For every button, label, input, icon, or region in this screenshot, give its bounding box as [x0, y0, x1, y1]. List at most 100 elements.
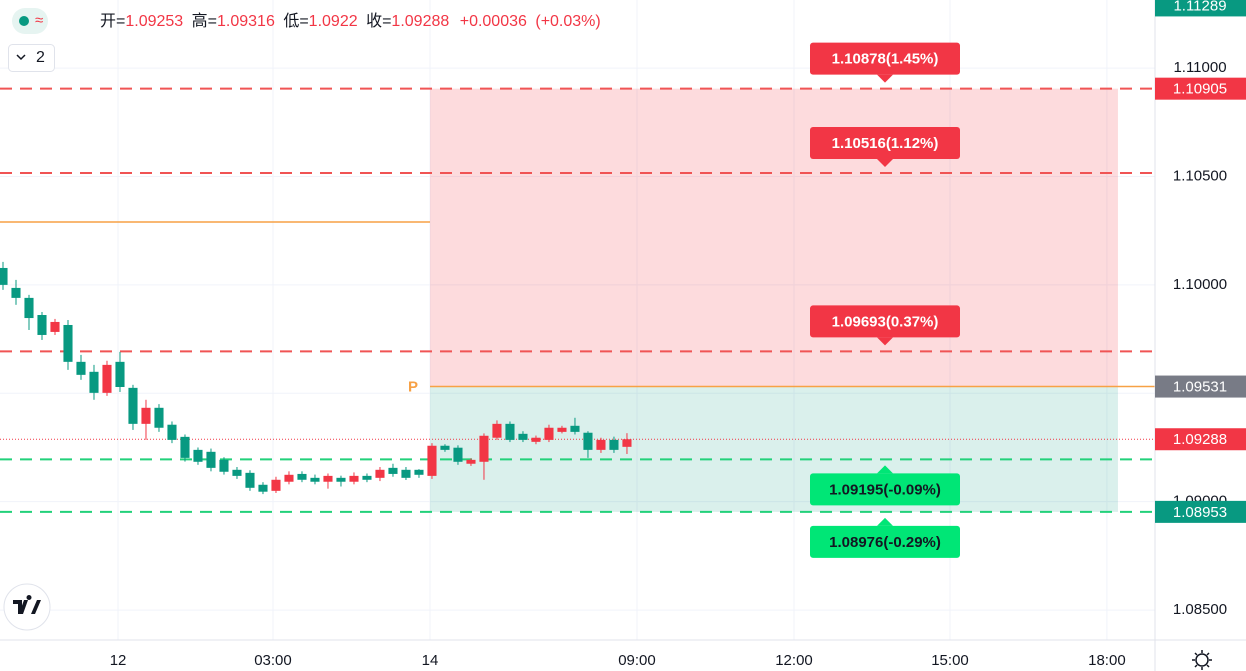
candle-body: [258, 484, 268, 492]
candle-body: [375, 469, 385, 478]
y-tick-label: 1.10500: [1173, 167, 1227, 184]
candle-body: [24, 297, 34, 319]
ohlc-value: 1.09253: [125, 13, 183, 30]
target-arrow: [877, 517, 893, 526]
y-tick-label: 1.08500: [1173, 601, 1227, 618]
price-badge: [1155, 77, 1246, 100]
candle-body: [453, 447, 463, 462]
candle-body: [245, 472, 255, 488]
target-label: 1.10878(1.45%): [810, 42, 960, 83]
target-box: [810, 525, 960, 558]
candle-body: [50, 321, 60, 332]
target-text: 1.10878(1.45%): [832, 51, 939, 68]
ohlc-value: 1.09316: [217, 13, 275, 30]
candle-body: [349, 475, 359, 482]
candle-body: [0, 267, 8, 285]
candle-body: [622, 439, 632, 447]
candle-body: [297, 473, 307, 480]
indicator-toggle[interactable]: [8, 44, 55, 72]
target-arrow: [877, 465, 893, 474]
x-tick-label: 03:00: [254, 652, 292, 669]
x-tick-label: 18:00: [1088, 652, 1126, 669]
axes: 1.085001.090001.095001.100001.105001.110…: [110, 0, 1246, 669]
candle-body: [11, 287, 21, 298]
candle-body: [570, 425, 580, 432]
candle-body: [609, 439, 619, 450]
candle-body: [37, 315, 47, 335]
grid: [0, 0, 1155, 640]
indicator-count: 2: [36, 49, 45, 66]
candle-body: [63, 324, 73, 362]
candle-body: [557, 427, 567, 432]
status-dot: [19, 16, 29, 26]
level-label: P: [408, 379, 418, 396]
y-tick-label: 1.11000: [1173, 59, 1226, 76]
symbol-pill[interactable]: [12, 8, 48, 34]
candle-body: [596, 439, 606, 450]
candle-body: [206, 451, 216, 468]
target-box: [810, 305, 960, 338]
candle-body: [167, 424, 177, 440]
candle-body: [128, 387, 138, 424]
target-label: 1.09195(-0.09%): [810, 465, 960, 506]
target-arrow: [877, 74, 893, 83]
target-arrow: [877, 337, 893, 346]
settings-icon[interactable]: [1192, 650, 1212, 670]
target-label: 1.10516(1.12%): [810, 127, 960, 168]
candle-body: [427, 445, 437, 476]
candle-body: [76, 361, 86, 375]
ohlc-header: 开=1.09253 高=1.09316 低=1.0922 收=1.09288 +…: [100, 12, 601, 30]
logo-icon: [31, 600, 41, 614]
target-label: 1.09693(0.37%): [810, 305, 960, 346]
candle-body: [531, 437, 541, 442]
target-text: 1.10516(1.12%): [832, 135, 939, 152]
price-badge: [1155, 0, 1246, 17]
candle-body: [479, 435, 489, 462]
candle-body: [154, 407, 164, 428]
candle-body: [284, 474, 294, 482]
candle-body: [232, 469, 242, 476]
price-badge-label: 1.09531: [1173, 379, 1227, 396]
candle-body: [219, 459, 229, 472]
candle-body: [583, 432, 593, 450]
zone: [430, 386, 1118, 512]
price-badge-label: 1.08953: [1173, 504, 1227, 521]
x-tick-label: 14: [422, 652, 439, 669]
x-tick-label: 12:00: [775, 652, 813, 669]
price-badge: [1155, 500, 1246, 523]
x-tick-label: 12: [110, 652, 127, 669]
price-badge-label: 1.10905: [1173, 81, 1227, 98]
logo-badge[interactable]: [3, 583, 51, 631]
price-badge-label: 1.09288: [1173, 431, 1227, 448]
ohlc-label: 收=: [366, 12, 391, 30]
chevron-icon: [16, 54, 26, 61]
target-text: 1.08976(-0.29%): [829, 534, 941, 551]
candle-body: [180, 436, 190, 458]
candle-body: [362, 475, 372, 480]
gear-teeth: [1192, 650, 1212, 670]
candle-body: [440, 445, 450, 450]
ohlc-value: 1.0922: [309, 13, 358, 30]
target-box: [810, 127, 960, 160]
candle-body: [193, 449, 203, 462]
change-pct: (+0.03%): [535, 13, 600, 30]
candle-body: [310, 477, 320, 482]
candle-body: [323, 475, 333, 482]
candle-body: [492, 423, 502, 438]
candle-body: [414, 469, 424, 475]
candle-body: [401, 469, 411, 478]
candle-body: [271, 479, 281, 491]
status-icon: ≈: [35, 12, 43, 29]
candle-body: [505, 423, 515, 440]
price-badge-label: 1.11289: [1173, 0, 1226, 14]
ohlc-label: 高=: [192, 12, 217, 30]
gear-ring: [1195, 653, 1209, 667]
candle-body: [115, 361, 125, 387]
ohlc-label: 开=: [100, 13, 125, 30]
plot: P 1.10878(1.45%) 1.10516(1.12%) 1.09693(0.3…: [0, 42, 1155, 558]
x-tick-label: 09:00: [618, 652, 656, 669]
x-tick-label: 15:00: [931, 652, 969, 669]
candle-body: [466, 459, 476, 464]
